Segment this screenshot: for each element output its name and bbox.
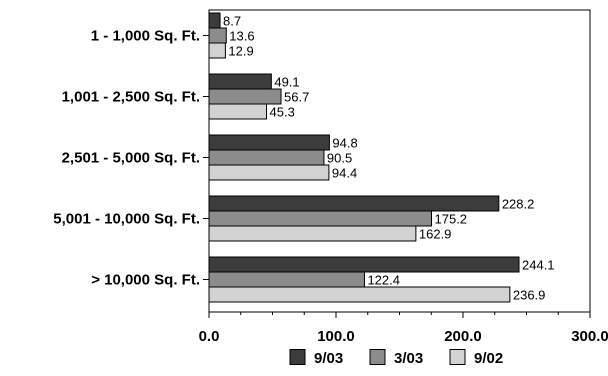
bar (208, 42, 226, 59)
data-label: 90.5 (327, 151, 352, 166)
data-label: 244.1 (522, 258, 555, 273)
data-label: 94.8 (332, 136, 357, 151)
bar (208, 271, 365, 288)
data-label: 49.1 (274, 75, 299, 90)
data-label: 45.3 (270, 105, 295, 120)
data-label: 8.7 (223, 14, 241, 29)
legend-swatch (289, 349, 306, 365)
legend-label: 9/03 (314, 350, 343, 367)
bar (208, 256, 520, 273)
data-label: 162.9 (419, 227, 452, 242)
x-tick-label: 200.0 (444, 328, 482, 345)
bar (208, 134, 330, 151)
legend-label: 3/03 (394, 350, 423, 367)
legend-label: 9/02 (474, 350, 503, 367)
data-label: 236.9 (513, 288, 546, 303)
category-labels: 1 - 1,000 Sq. Ft. 1,001 - 2,500 Sq. Ft. 2,… (53, 28, 209, 289)
x-tick-label: 0.0 (199, 328, 220, 345)
data-label: 228.2 (502, 197, 535, 212)
bar (208, 195, 500, 212)
bar (208, 225, 417, 242)
category-label: 1 - 1,000 Sq. Ft. (91, 28, 200, 45)
category-label: 1,001 - 2,500 Sq. Ft. (62, 89, 200, 106)
data-label: 122.4 (367, 273, 400, 288)
x-tick-label: 300.0 (571, 328, 608, 345)
category-label: 2,501 - 5,000 Sq. Ft. (62, 150, 200, 167)
data-label: 13.6 (229, 29, 254, 44)
data-label: 12.9 (228, 44, 253, 59)
legend-swatch (449, 349, 466, 365)
bar (208, 27, 227, 44)
bar (208, 149, 325, 166)
x-axis: 0.0 100.0 200.0 300.0 (199, 312, 608, 345)
bar (208, 210, 433, 227)
bar (208, 286, 511, 303)
legend: 9/03 3/03 9/02 (289, 349, 503, 367)
data-label: 56.7 (284, 90, 309, 105)
bar (208, 73, 272, 90)
data-label: 94.4 (332, 166, 357, 181)
x-tick-label: 100.0 (317, 328, 355, 345)
bars (208, 12, 520, 303)
bar (208, 164, 330, 181)
category-label: 5,001 - 10,000 Sq. Ft. (53, 211, 200, 228)
bar (208, 12, 221, 29)
value-labels: 8.713.612.9 49.156.745.3 94.890.594.4 228.2… (223, 14, 555, 303)
legend-swatch (369, 349, 386, 365)
data-label: 175.2 (435, 212, 468, 227)
bar (208, 103, 268, 120)
bar (208, 88, 282, 105)
category-label: > 10,000 Sq. Ft. (91, 272, 200, 289)
